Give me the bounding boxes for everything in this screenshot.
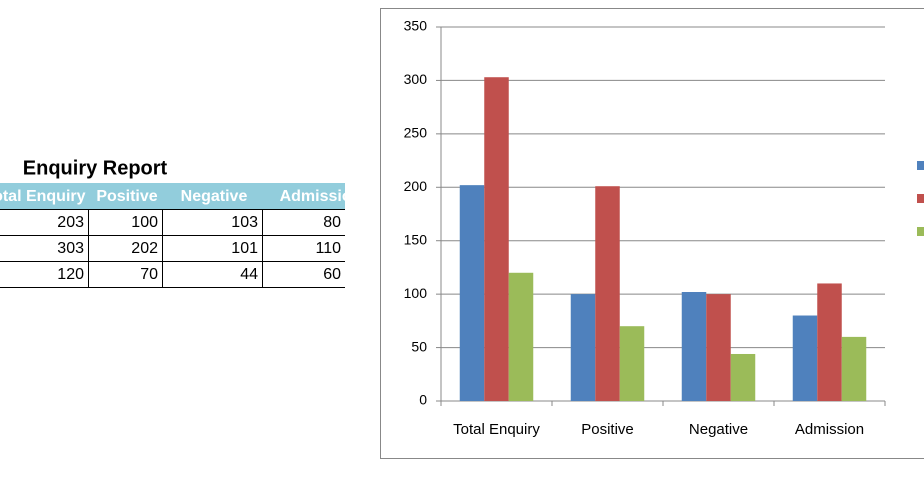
column-header: Negative [181,188,248,205]
x-tick-label: Total Enquiry [453,421,540,438]
chart: 0 50 100 150 200 250 300 350 Total Enquiry Positi… [404,18,924,438]
bar [841,336,867,401]
cell-value: 70 [140,266,158,283]
y-tick-label: 100 [404,285,428,301]
y-tick-label: 0 [419,392,427,408]
cell-value: 60 [323,266,341,283]
y-tick-label: 250 [404,125,428,141]
bar [570,294,596,401]
cell-value: 203 [57,214,84,231]
header-row [0,183,345,209]
column-header: Admission [280,188,362,205]
bar [508,272,534,401]
legend-swatch [917,227,924,236]
cell-value: 44 [240,266,258,283]
bar [792,315,818,401]
bar [730,353,756,401]
y-tick-label: 50 [411,338,427,354]
bar [817,283,842,401]
legend-swatch [917,161,924,170]
y-tick-label: 200 [404,178,428,194]
column-header: Total Enquiry [0,188,86,205]
table: Total Enquiry Positive Negative Admission 20… [0,183,362,288]
y-tick-label: 300 [404,71,428,87]
column-header: Positive [96,188,157,205]
bar [706,294,731,401]
y-tick-label: 350 [404,18,428,34]
cell-value: 103 [231,214,258,231]
bar [484,77,509,402]
cell-value: 202 [131,240,158,257]
bar [459,185,485,401]
x-tick-label: Admission [795,421,864,438]
cell-value: 110 [315,240,341,257]
cell-value: 120 [57,266,84,283]
chart-frame [380,8,924,459]
cell-value: 303 [57,240,84,257]
x-tick-label: Negative [689,421,748,438]
bar [619,326,645,401]
x-tick-label: Positive [581,421,634,438]
legend-swatch [917,194,924,203]
bar [681,292,707,401]
cell [262,261,345,288]
y-tick-label: 150 [404,231,428,247]
cell-value: 100 [131,214,158,231]
cell-value: 101 [231,240,258,257]
table-title: Enquiry Report [23,157,168,179]
bar [595,186,620,401]
cell-value: 80 [323,214,341,231]
